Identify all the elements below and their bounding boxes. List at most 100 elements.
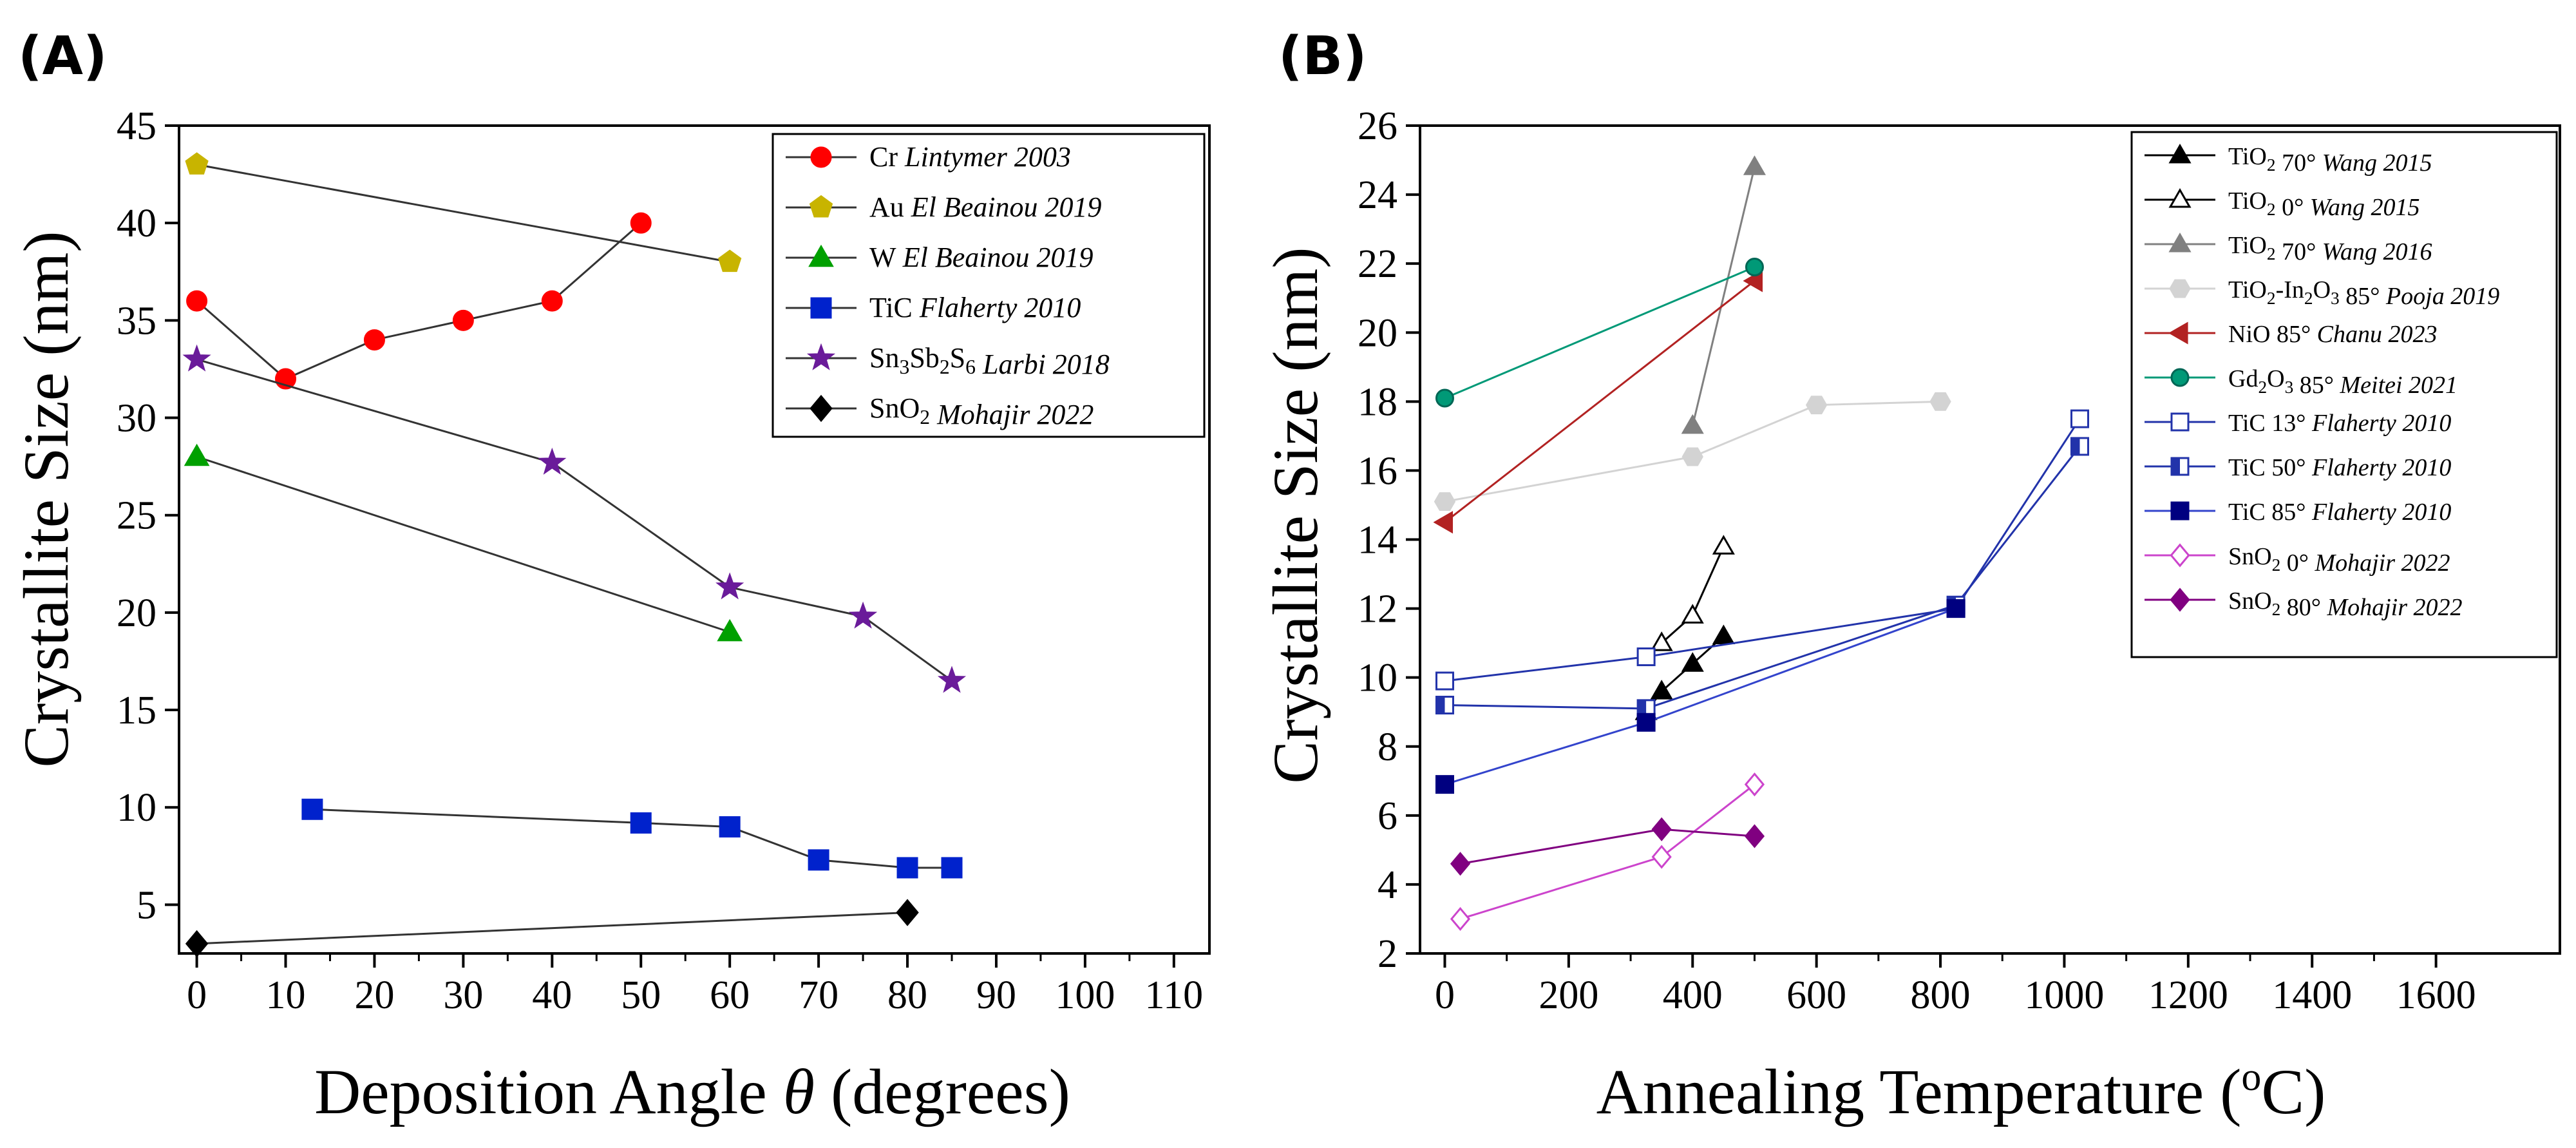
b-point-s10-2 — [1744, 824, 1765, 848]
a-x-tick-label: 100 — [1055, 973, 1115, 1017]
b-x-tick-label: 1600 — [2396, 973, 2476, 1017]
b-legend-ref-8: Flaherty 2010 — [2311, 499, 2451, 526]
a-series-line-1 — [196, 163, 730, 263]
b-series-line-4 — [1444, 280, 1756, 523]
b-series-line-5 — [1444, 266, 1756, 399]
b-x-tick-label: 1000 — [2024, 973, 2104, 1017]
b-x-tick-label: 400 — [1663, 973, 1723, 1017]
b-legend-marker-10 — [2170, 588, 2190, 612]
a-point-s3-0 — [301, 798, 323, 820]
a-point-s3-2 — [719, 816, 741, 837]
a-point-s0-0 — [186, 290, 208, 312]
x-axis-title-b-unit: C) — [2261, 1056, 2325, 1127]
b-y-tick-label: 6 — [1378, 794, 1397, 838]
b-legend-ref-3: Pooja 2019 — [2385, 283, 2499, 310]
b-legend-ref-9: Mohajir 2022 — [2314, 550, 2450, 577]
a-point-s4-3 — [848, 601, 878, 629]
a-series-line-2 — [196, 455, 730, 633]
b-point-s0-1 — [1650, 680, 1673, 700]
b-point-s1-1 — [1681, 604, 1704, 624]
a-point-s0-5 — [630, 212, 652, 234]
b-point-s9-1 — [1651, 845, 1672, 869]
x-axis-title-b-sup: o — [2241, 1055, 2261, 1099]
a-point-s5-0 — [185, 930, 209, 957]
a-point-s4-0 — [182, 344, 211, 372]
b-point-s3-3 — [1929, 392, 1951, 411]
b-legend-entry-5: Gd2O3 85° Meitei 2021 — [2228, 365, 2458, 399]
b-legend-entry-1: TiO2 0° Wang 2015 — [2228, 187, 2420, 221]
a-x-tick-label: 80 — [887, 973, 927, 1017]
b-y-tick-label: 16 — [1358, 449, 1397, 493]
b-y-tick-label: 26 — [1358, 104, 1397, 148]
b-legend-ref-1: Wang 2015 — [2310, 194, 2420, 221]
x-axis-title-a-suffix: (degrees) — [815, 1056, 1070, 1127]
a-point-s4-1 — [538, 447, 567, 475]
a-legend-marker-0 — [810, 146, 832, 168]
b-series-line-3 — [1444, 400, 1941, 503]
b-point-s9-0 — [1450, 906, 1471, 932]
b-point-s3-0 — [1434, 492, 1456, 512]
b-legend-ref-2: Wang 2016 — [2322, 238, 2432, 265]
b-series-line-10 — [1460, 828, 1755, 865]
b-legend-ref-4: Chanu 2023 — [2317, 321, 2438, 348]
chart-a: 0 10 20 30 40 50 60 70 80 90 100 110 5 10 15 20 25 30 35 40… — [117, 104, 1211, 1017]
y-axis-title-a: Crystallite Size (nm) — [10, 231, 82, 767]
b-series-line-1 — [1661, 546, 1725, 644]
b-point-s3-1 — [1681, 447, 1703, 466]
a-legend-entry-3: TiC Flaherty 2010 — [869, 292, 1081, 323]
b-x-tick-label: 0 — [1435, 973, 1455, 1017]
a-series-line-0 — [196, 222, 642, 380]
a-legend-entry-0: Cr Lintymer 2003 — [869, 141, 1071, 173]
b-legend-marker-9 — [2170, 543, 2190, 568]
b-y-tick-label: 2 — [1378, 932, 1397, 976]
a-x-tick-label: 10 — [266, 973, 306, 1017]
a-point-s3-3 — [808, 849, 829, 871]
b-point-s8-2 — [1946, 599, 1965, 618]
a-legend-marker-4 — [806, 343, 836, 370]
a-point-s4-4 — [937, 665, 967, 693]
a-point-s0-3 — [452, 309, 474, 331]
a-y-tick-label: 25 — [117, 494, 156, 538]
a-point-s1-0 — [185, 152, 209, 175]
b-legend-ref-5: Meitei 2021 — [2339, 372, 2458, 399]
b-point-s0-2 — [1681, 652, 1704, 672]
b-x-tick-label: 200 — [1539, 973, 1598, 1017]
a-series-line-5 — [196, 912, 908, 945]
a-point-s2-0 — [184, 443, 210, 466]
panel-label-b: (B) — [1278, 26, 1367, 87]
a-point-s5-1 — [896, 899, 919, 926]
a-legend-marker-1 — [809, 195, 833, 218]
a-y-tick-label: 45 — [117, 104, 156, 148]
b-y-tick-label: 22 — [1358, 242, 1397, 286]
b-legend-marker-1 — [2168, 188, 2192, 208]
x-axis-title-a-symbol: θ — [783, 1056, 815, 1127]
b-point-s10-1 — [1651, 817, 1672, 841]
b-series-line-8 — [1444, 607, 1956, 786]
b-point-s2-0 — [1681, 414, 1704, 434]
b-point-s0-3 — [1712, 624, 1735, 644]
b-point-s4-0 — [1433, 511, 1454, 534]
a-x-tick-label: 30 — [443, 973, 483, 1017]
a-x-tick-label: 50 — [621, 973, 661, 1017]
b-legend — [2130, 131, 2558, 658]
b-y-tick-label: 4 — [1378, 863, 1397, 907]
b-point-s5-0 — [1435, 388, 1454, 408]
x-axis-title-b-main: Annealing Temperature ( — [1596, 1056, 2242, 1127]
a-legend-entry-4: Sn3Sb2S6 Larbi 2018 — [869, 342, 1110, 380]
b-y-tick-label: 12 — [1358, 588, 1397, 631]
a-legend-ref-4: Larbi 2018 — [982, 349, 1110, 380]
a-legend — [772, 133, 1206, 438]
b-legend-marker-7 — [2170, 457, 2190, 476]
b-legend-entry-0: TiO2 70° Wang 2015 — [2228, 143, 2432, 177]
panel-label-a: (A) — [18, 26, 107, 87]
b-legend-marker-0 — [2168, 144, 2192, 164]
b-point-s8-1 — [1636, 713, 1656, 732]
b-legend-marker-2 — [2168, 233, 2192, 253]
a-legend-marker-5 — [810, 394, 833, 423]
b-point-s10-0 — [1450, 852, 1471, 876]
a-legend-ref-5: Mohajir 2022 — [936, 399, 1094, 430]
b-y-tick-label: 24 — [1358, 173, 1397, 217]
b-point-s7-3 — [2070, 437, 2089, 456]
b-series-line-7 — [1444, 446, 2081, 710]
